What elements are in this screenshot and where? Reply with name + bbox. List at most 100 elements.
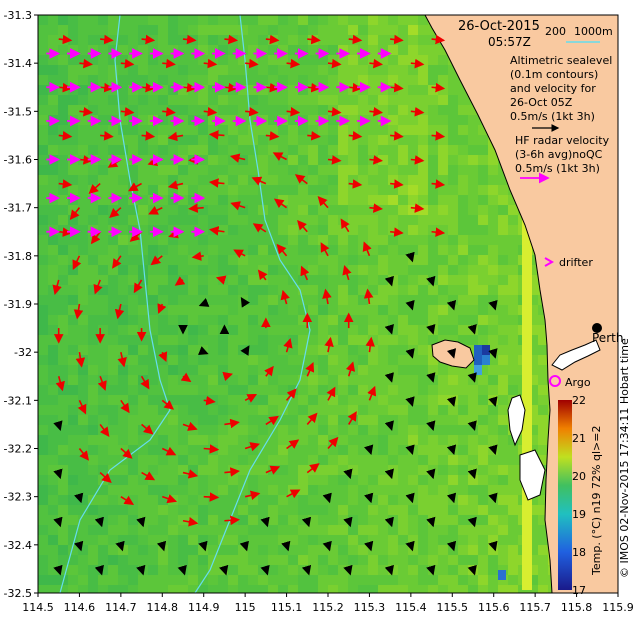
sst-cell bbox=[158, 265, 168, 275]
sst-cell bbox=[88, 135, 98, 145]
sst-cell bbox=[378, 465, 388, 475]
sst-cell bbox=[538, 455, 548, 465]
sst-cell bbox=[438, 525, 448, 535]
altimetry-arrow bbox=[52, 279, 62, 295]
sst-cell bbox=[298, 495, 308, 505]
sst-cell bbox=[398, 305, 408, 315]
sst-cell bbox=[418, 195, 428, 205]
altimetry-arrow bbox=[488, 299, 498, 311]
sst-cell bbox=[68, 535, 78, 545]
sst-cell bbox=[488, 165, 498, 175]
sst-cell bbox=[108, 185, 118, 195]
sst-cell bbox=[258, 475, 268, 485]
sst-cell bbox=[348, 545, 358, 555]
altimetry-arrow bbox=[431, 179, 446, 189]
sst-cell bbox=[358, 465, 368, 475]
sst-cell bbox=[98, 455, 108, 465]
sst-cell bbox=[158, 225, 168, 235]
sst-cell bbox=[288, 475, 298, 485]
sst-cell bbox=[308, 75, 318, 85]
sst-cell bbox=[528, 295, 538, 305]
sst-cell bbox=[188, 475, 198, 485]
sst-cell bbox=[78, 225, 88, 235]
sst-cell bbox=[478, 185, 488, 195]
sst-cell bbox=[148, 345, 158, 355]
sst-cell bbox=[38, 465, 48, 475]
sst-cell bbox=[298, 115, 308, 125]
sst-cell bbox=[178, 395, 188, 405]
sst-cell bbox=[388, 265, 398, 275]
sst-cell bbox=[238, 185, 248, 195]
sst-cell bbox=[278, 325, 288, 335]
sst-cell bbox=[58, 555, 68, 565]
sst-cell bbox=[418, 95, 428, 105]
sst-cell bbox=[328, 585, 338, 593]
sst-cell bbox=[158, 105, 168, 115]
sst-cell bbox=[158, 425, 168, 435]
sst-cell bbox=[238, 105, 248, 115]
sst-cell bbox=[158, 275, 168, 285]
sst-cell bbox=[88, 565, 98, 575]
sst-cell bbox=[428, 165, 438, 175]
sst-cell bbox=[88, 315, 98, 325]
sst-cell bbox=[58, 525, 68, 535]
sst-cell bbox=[168, 75, 178, 85]
sst-cell bbox=[68, 115, 78, 125]
altimetry-arrow bbox=[446, 540, 457, 552]
sst-cell bbox=[528, 305, 538, 315]
sst-cell bbox=[418, 105, 428, 115]
sst-cell bbox=[118, 325, 128, 335]
sst-cell bbox=[358, 165, 368, 175]
sst-cell bbox=[118, 425, 128, 435]
sst-cell bbox=[168, 235, 178, 245]
altimetry-arrow bbox=[251, 176, 267, 186]
sst-cell bbox=[268, 425, 278, 435]
altimetry-arrow bbox=[390, 227, 404, 237]
sst-cell bbox=[48, 255, 58, 265]
sst-cell bbox=[168, 515, 178, 525]
sst-cell bbox=[288, 415, 298, 425]
sst-cell bbox=[348, 235, 358, 245]
sst-cell bbox=[108, 405, 118, 415]
sst-cell bbox=[398, 455, 408, 465]
sst-cell bbox=[388, 135, 398, 145]
sst-cell bbox=[408, 335, 418, 345]
sst-cell bbox=[228, 95, 238, 105]
sst-cell bbox=[418, 365, 428, 375]
sst-cell bbox=[438, 105, 448, 115]
sst-cell bbox=[158, 515, 168, 525]
sst-cell bbox=[328, 565, 338, 575]
sst-cell bbox=[78, 105, 88, 115]
sst-cell bbox=[118, 55, 128, 65]
sst-cell bbox=[228, 575, 238, 585]
sst-cell bbox=[218, 35, 228, 45]
sst-cell bbox=[188, 345, 198, 355]
sst-cell bbox=[108, 455, 118, 465]
sst-cell bbox=[538, 395, 548, 405]
sst-cell bbox=[378, 315, 388, 325]
sst-cell bbox=[498, 495, 508, 505]
sst-cell bbox=[318, 495, 328, 505]
altimetry-arrow bbox=[74, 492, 84, 504]
sst-cell bbox=[288, 355, 298, 365]
sst-cell bbox=[248, 485, 258, 495]
sst-cell bbox=[158, 35, 168, 45]
sst-cell bbox=[198, 95, 208, 105]
sst-cell bbox=[278, 335, 288, 345]
sst-cell bbox=[48, 65, 58, 75]
sst-cell bbox=[218, 395, 228, 405]
sst-cell bbox=[208, 585, 218, 593]
sst-cell bbox=[348, 495, 358, 505]
sst-cell bbox=[338, 555, 348, 565]
sst-cell bbox=[398, 145, 408, 155]
sst-cell bbox=[208, 415, 218, 425]
y-tick-label: -32.4 bbox=[4, 539, 32, 552]
sst-cell bbox=[168, 195, 178, 205]
sst-cell bbox=[238, 335, 248, 345]
sst-cell bbox=[208, 545, 218, 555]
sst-cell bbox=[118, 335, 128, 345]
sst-cell bbox=[38, 415, 48, 425]
altimetry-arrow bbox=[410, 203, 425, 213]
sst-cell bbox=[98, 115, 108, 125]
sst-cell bbox=[98, 275, 108, 285]
